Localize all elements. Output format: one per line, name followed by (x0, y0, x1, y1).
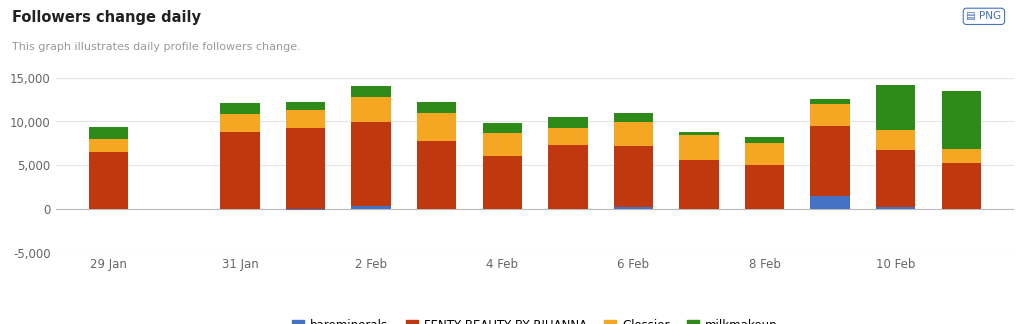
Bar (351, 122, 391, 206)
Bar (417, 113, 457, 141)
Bar (810, 104, 850, 126)
Bar (613, 113, 653, 122)
Bar (877, 150, 915, 207)
Bar (89, 127, 128, 139)
Bar (679, 160, 719, 209)
Bar (810, 196, 850, 209)
Bar (286, 102, 326, 110)
Bar (942, 91, 981, 149)
Bar (679, 135, 719, 160)
Bar (744, 165, 784, 209)
Bar (220, 103, 260, 114)
Bar (548, 117, 588, 128)
Bar (942, 163, 981, 209)
Bar (286, 128, 326, 209)
Bar (286, 110, 326, 128)
Bar (89, 139, 128, 152)
Bar (417, 102, 457, 113)
Bar (482, 133, 522, 156)
Bar (613, 122, 653, 145)
Bar (744, 143, 784, 165)
Bar (613, 207, 653, 209)
Legend: bareminerals, FENTY BEAUTY BY RIHANNA, Glossier, milkmakeup: bareminerals, FENTY BEAUTY BY RIHANNA, G… (288, 315, 782, 324)
Bar (810, 99, 850, 104)
Bar (482, 156, 522, 209)
Bar (220, 132, 260, 209)
Bar (351, 86, 391, 97)
Text: This graph illustrates daily profile followers change.: This graph illustrates daily profile fol… (12, 42, 301, 52)
Bar (877, 85, 915, 130)
Bar (417, 141, 457, 209)
Bar (744, 137, 784, 143)
Text: Followers change daily: Followers change daily (12, 10, 202, 25)
Bar (286, 209, 326, 210)
Bar (548, 145, 588, 209)
Bar (482, 123, 522, 133)
Bar (351, 97, 391, 122)
Text: ▤ PNG: ▤ PNG (967, 11, 1001, 21)
Bar (548, 128, 588, 145)
Bar (89, 152, 128, 209)
Bar (220, 114, 260, 132)
Bar (810, 126, 850, 196)
Bar (679, 133, 719, 135)
Bar (351, 206, 391, 209)
Bar (613, 145, 653, 207)
Bar (942, 149, 981, 163)
Bar (877, 130, 915, 150)
Bar (877, 207, 915, 209)
